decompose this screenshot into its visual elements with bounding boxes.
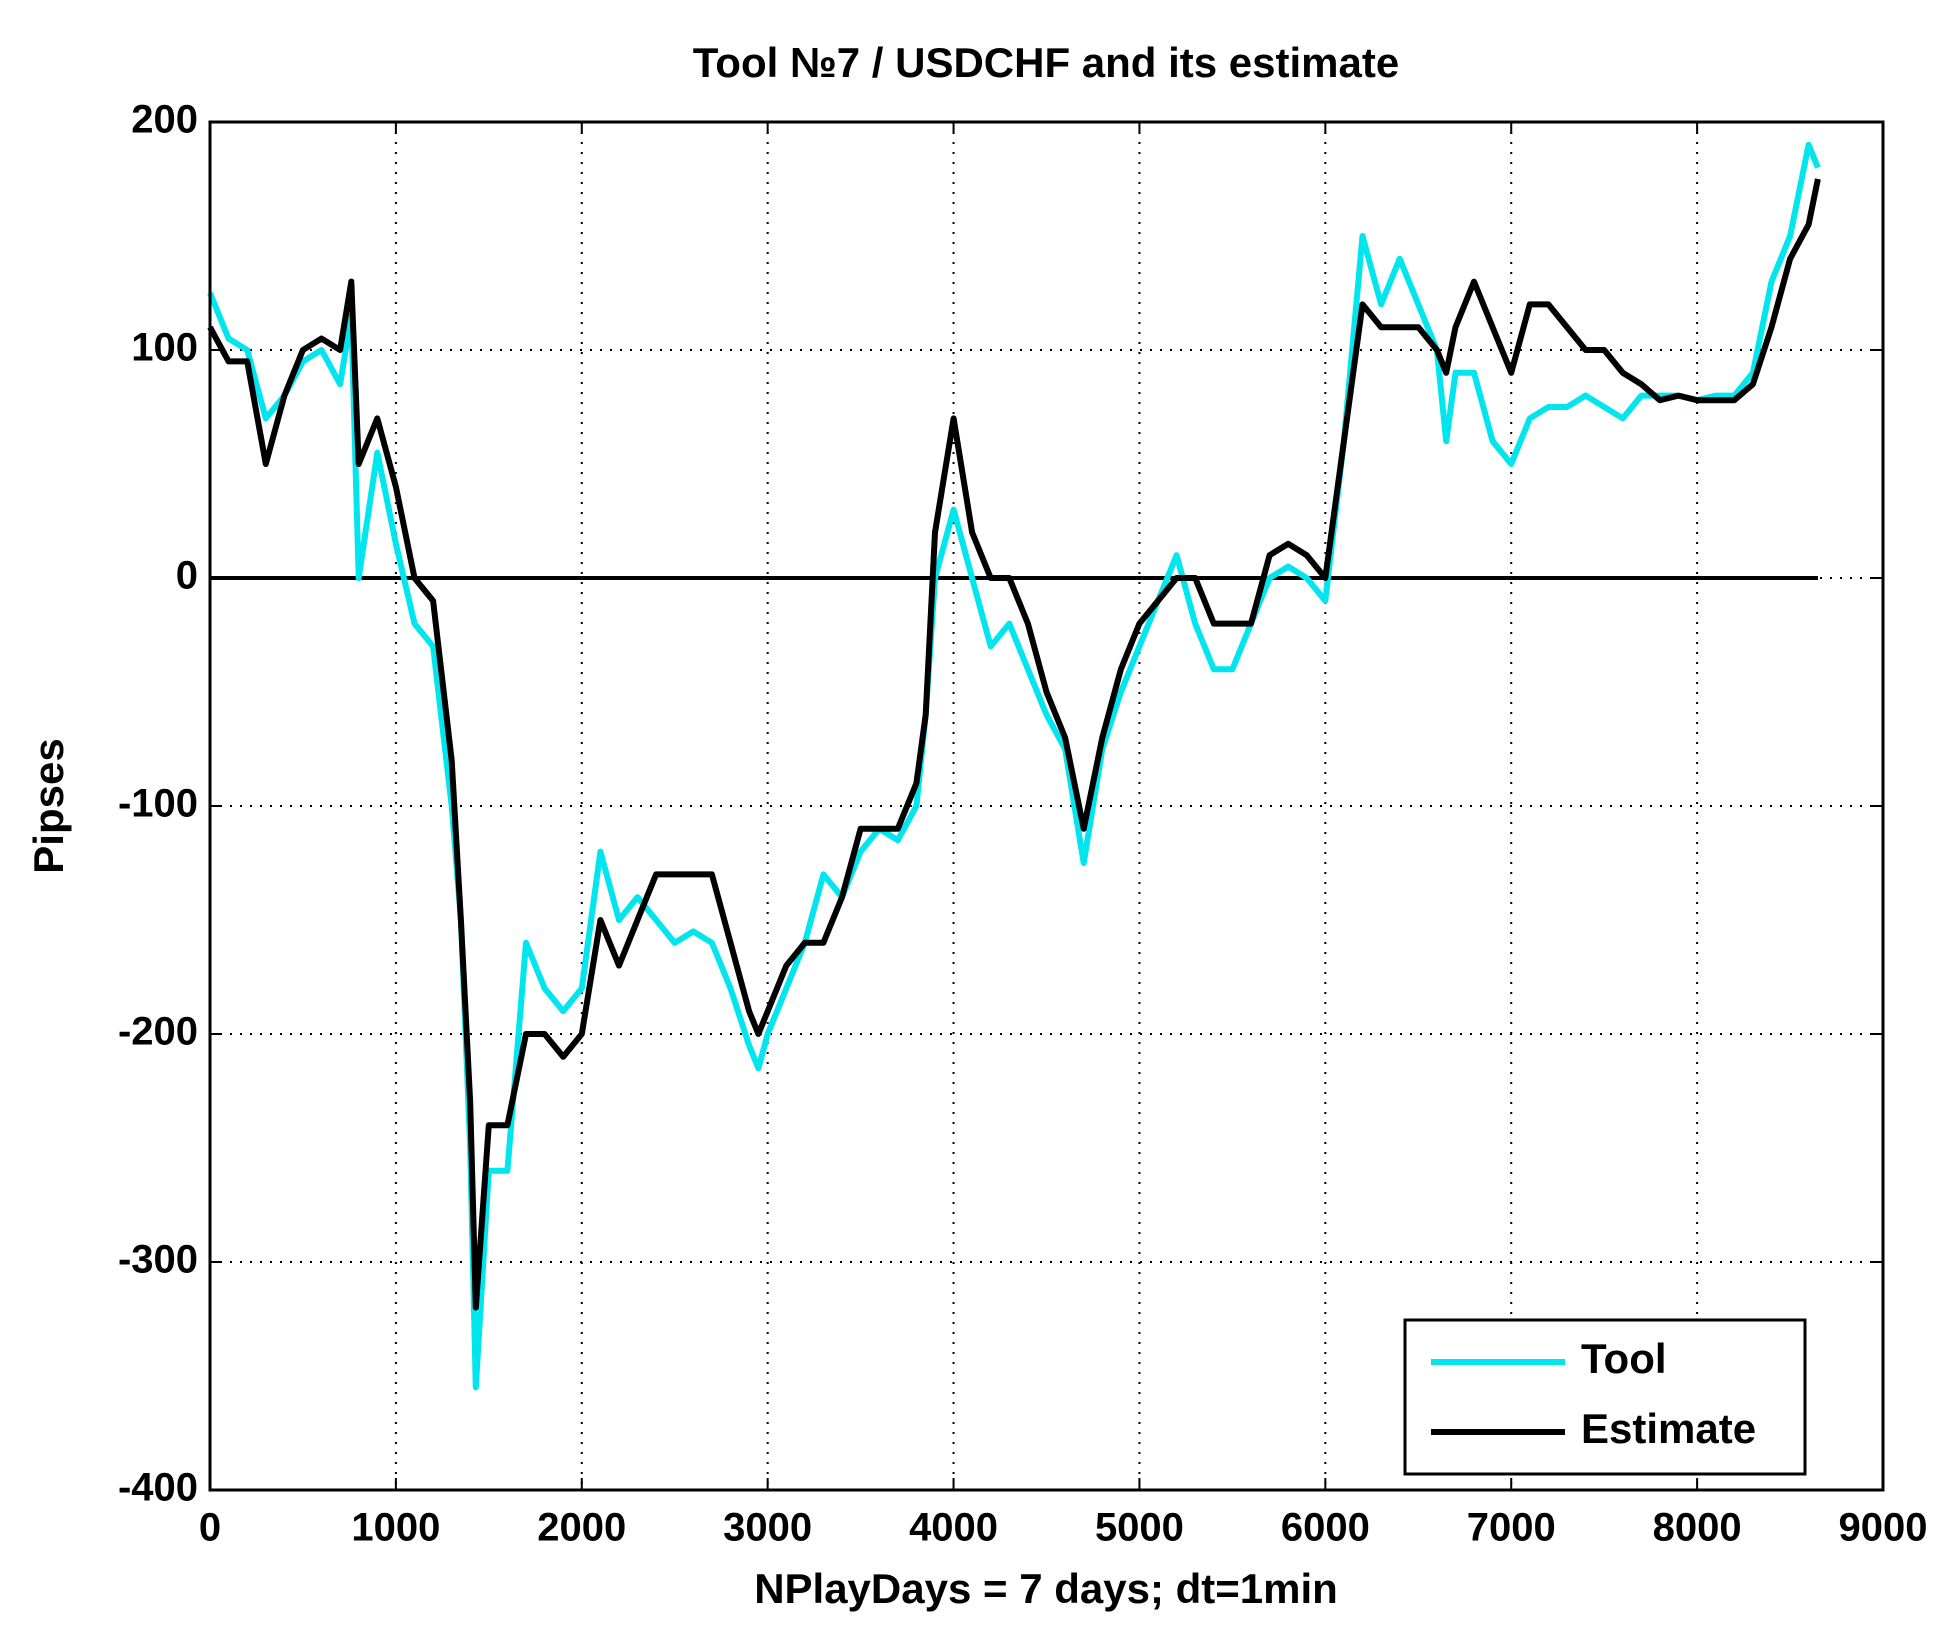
x-tick-label: 5000 [1095, 1506, 1184, 1550]
y-tick-label: -100 [118, 782, 198, 826]
x-tick-label: 4000 [909, 1506, 998, 1550]
y-tick-label: -300 [118, 1238, 198, 1282]
x-tick-label: 1000 [351, 1506, 440, 1550]
y-tick-label: 0 [176, 554, 198, 598]
x-tick-label: 8000 [1653, 1506, 1742, 1550]
x-tick-label: 2000 [537, 1506, 626, 1550]
x-tick-label: 9000 [1839, 1506, 1928, 1550]
x-tick-label: 7000 [1467, 1506, 1556, 1550]
plot-frame [208, 120, 1885, 1492]
y-axis-label: Pipses [25, 738, 72, 873]
legend-label: Tool [1581, 1335, 1667, 1382]
x-axis-label: NPlayDays = 7 days; dt=1min [754, 1565, 1338, 1612]
y-tick-label: 200 [131, 98, 198, 142]
x-tick-label: 0 [199, 1506, 221, 1550]
x-tick-label: 6000 [1281, 1506, 1370, 1550]
y-tick-label: -400 [118, 1466, 198, 1510]
legend-label: Estimate [1581, 1405, 1756, 1452]
legend-box [1403, 1318, 1807, 1476]
y-tick-label: -200 [118, 1010, 198, 1054]
chart-title: Tool №7 / USDCHF and its estimate [693, 39, 1399, 86]
y-tick-label: 100 [131, 326, 198, 370]
series-line [207, 178, 1821, 1311]
x-tick-label: 3000 [723, 1506, 812, 1550]
